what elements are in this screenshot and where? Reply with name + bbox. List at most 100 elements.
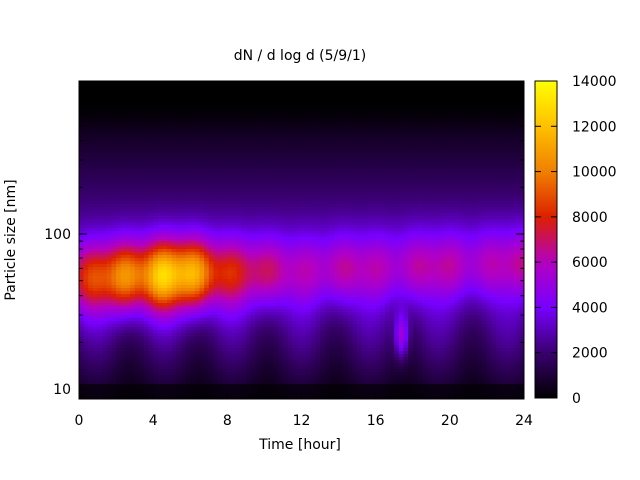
heatmap-cell bbox=[83, 378, 89, 382]
heatmap-cell bbox=[180, 327, 187, 331]
heatmap-cell bbox=[250, 315, 256, 319]
heatmap-cell bbox=[88, 384, 94, 388]
heatmap-cell bbox=[269, 123, 275, 127]
heatmap-cell bbox=[106, 141, 113, 145]
heatmap-cell bbox=[129, 222, 136, 226]
heatmap-cell bbox=[139, 393, 145, 397]
heatmap-cell bbox=[273, 363, 279, 367]
heatmap-cell bbox=[111, 258, 117, 262]
heatmap-cell bbox=[180, 216, 187, 220]
heatmap-cell bbox=[111, 264, 117, 268]
heatmap-cell bbox=[143, 147, 150, 151]
heatmap-cell bbox=[176, 171, 182, 175]
heatmap-cell bbox=[180, 348, 187, 352]
heatmap-cell bbox=[102, 84, 108, 88]
heatmap-cell bbox=[222, 282, 228, 286]
heatmap-cell bbox=[278, 300, 284, 304]
heatmap-cell bbox=[236, 339, 242, 343]
heatmap-cell bbox=[227, 378, 233, 382]
heatmap-cell bbox=[296, 105, 303, 109]
heatmap-cell bbox=[139, 162, 145, 166]
heatmap-cell bbox=[157, 117, 164, 121]
heatmap-cell bbox=[148, 273, 154, 277]
heatmap-cell bbox=[129, 126, 136, 130]
heatmap-cell bbox=[120, 195, 126, 199]
heatmap-cell bbox=[97, 249, 103, 253]
heatmap-cell bbox=[167, 285, 173, 289]
heatmap-cell bbox=[296, 93, 303, 97]
heatmap-cell bbox=[278, 144, 284, 148]
heatmap-cell bbox=[143, 105, 150, 109]
heatmap-cell bbox=[185, 294, 191, 298]
heatmap-cell bbox=[231, 240, 238, 244]
heatmap-cell bbox=[241, 144, 247, 148]
heatmap-cell bbox=[204, 216, 210, 220]
heatmap-cell bbox=[194, 114, 201, 118]
heatmap-cell bbox=[153, 396, 159, 399]
heatmap-cell bbox=[125, 102, 131, 106]
heatmap-cell bbox=[204, 123, 210, 127]
heatmap-cell bbox=[264, 297, 270, 301]
heatmap-cell bbox=[157, 255, 164, 259]
heatmap-cell bbox=[97, 240, 103, 244]
heatmap-cell bbox=[125, 249, 131, 253]
heatmap-cell bbox=[162, 306, 168, 310]
heatmap-cell bbox=[139, 213, 145, 217]
heatmap-cell bbox=[157, 174, 164, 178]
heatmap-cell bbox=[194, 102, 201, 106]
heatmap-cell bbox=[259, 111, 266, 115]
heatmap-cell bbox=[273, 189, 279, 193]
heatmap-cell bbox=[255, 81, 261, 85]
heatmap-cell bbox=[134, 219, 140, 223]
heatmap-cell bbox=[171, 195, 177, 199]
heatmap-cell bbox=[227, 138, 233, 142]
heatmap-cell bbox=[139, 333, 145, 337]
heatmap-cell bbox=[199, 180, 205, 184]
heatmap-cell bbox=[162, 354, 168, 358]
heatmap-cell bbox=[79, 357, 85, 361]
heatmap-cell bbox=[231, 138, 238, 142]
heatmap-cell bbox=[250, 234, 256, 238]
heatmap-cell bbox=[194, 222, 201, 226]
heatmap-cell bbox=[125, 84, 131, 88]
heatmap-cell bbox=[129, 258, 136, 262]
heatmap-cell bbox=[83, 264, 89, 268]
heatmap-cell bbox=[222, 327, 228, 331]
heatmap-cell bbox=[231, 234, 238, 238]
heatmap-cell bbox=[241, 147, 247, 151]
heatmap-cell bbox=[116, 318, 122, 322]
heatmap-cell bbox=[111, 255, 117, 259]
heatmap-cell bbox=[116, 342, 122, 346]
heatmap-cell bbox=[194, 162, 201, 166]
heatmap-cell bbox=[222, 255, 228, 259]
heatmap-cell bbox=[180, 282, 187, 286]
heatmap-cell bbox=[287, 291, 293, 295]
heatmap-cell bbox=[213, 186, 219, 190]
heatmap-cell bbox=[241, 378, 247, 382]
heatmap-cell bbox=[222, 345, 228, 349]
heatmap-cell bbox=[79, 339, 85, 343]
heatmap-cell bbox=[222, 312, 228, 316]
heatmap-cell bbox=[92, 378, 99, 382]
heatmap-cell bbox=[269, 348, 275, 352]
heatmap-cell bbox=[278, 87, 284, 91]
heatmap-cell bbox=[264, 282, 270, 286]
heatmap-cell bbox=[97, 120, 103, 124]
heatmap-cell bbox=[218, 249, 224, 253]
heatmap-cell bbox=[287, 273, 293, 277]
heatmap-cell bbox=[204, 381, 210, 385]
heatmap-cell bbox=[125, 348, 131, 352]
heatmap-cell bbox=[153, 282, 159, 286]
heatmap-cell bbox=[129, 132, 136, 136]
heatmap-cell bbox=[208, 327, 215, 331]
heatmap-cell bbox=[218, 171, 224, 175]
heatmap-cell bbox=[167, 201, 173, 205]
heatmap-cell bbox=[106, 366, 113, 370]
heatmap-cell bbox=[79, 114, 85, 118]
heatmap-cell bbox=[227, 261, 233, 265]
heatmap-cell bbox=[102, 303, 108, 307]
heatmap-cell bbox=[143, 273, 150, 277]
heatmap-cell bbox=[153, 114, 159, 118]
heatmap-cell bbox=[106, 204, 113, 208]
heatmap-cell bbox=[190, 288, 196, 292]
